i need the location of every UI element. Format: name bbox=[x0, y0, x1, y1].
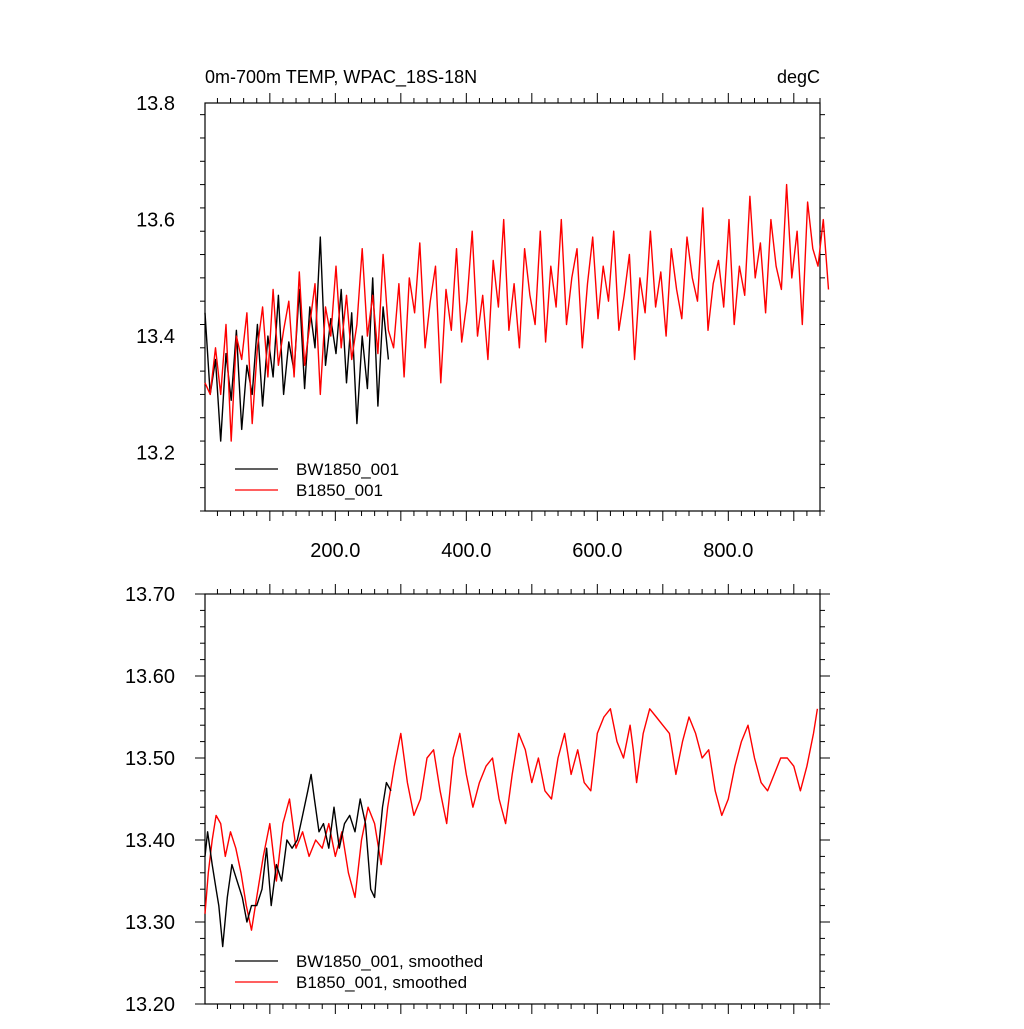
top-plot-frame bbox=[204, 102, 821, 512]
bottom-y-tick-label: 13.20 bbox=[125, 994, 175, 1016]
top-x-tick-label: 800.0 bbox=[703, 540, 753, 562]
bottom-y-tick-label: 13.70 bbox=[125, 584, 175, 606]
legend-label-b1850-smoothed: B1850_001, smoothed bbox=[296, 973, 467, 992]
top-y-tick-label: 13.2 bbox=[136, 443, 175, 465]
bottom-plot-frame bbox=[204, 593, 821, 1005]
bottom-legend: BW1850_001, smoothed B1850_001, smoothed bbox=[235, 952, 483, 992]
bottom-series-b1850 bbox=[204, 708, 819, 931]
bottom-y-tick-label: 13.40 bbox=[125, 830, 175, 852]
top-panel: 0m-700m TEMP, WPAC_18S-18N degC 200.0 400… bbox=[136, 67, 830, 562]
top-chart-title: 0m-700m TEMP, WPAC_18S-18N bbox=[205, 67, 477, 88]
top-legend: BW1850_001 B1850_001 bbox=[235, 460, 399, 500]
top-x-tick-label: 600.0 bbox=[572, 540, 622, 562]
top-y-tick-label: 13.4 bbox=[136, 326, 175, 348]
top-ticks bbox=[200, 93, 825, 521]
top-y-tick-label: 13.6 bbox=[136, 210, 175, 232]
legend-label-bw1850-smoothed: BW1850_001, smoothed bbox=[296, 952, 483, 971]
top-chart-units: degC bbox=[777, 67, 820, 87]
top-series-b1850 bbox=[204, 183, 830, 442]
top-y-tick-labels: 13.2 13.4 13.6 13.8 bbox=[136, 93, 175, 465]
bottom-y-tick-labels: 13.20 13.30 13.40 13.50 13.60 13.70 bbox=[125, 584, 175, 1016]
top-series-lines bbox=[204, 183, 830, 442]
bottom-ticks bbox=[195, 584, 830, 1014]
top-x-tick-labels: 200.0 400.0 600.0 800.0 bbox=[310, 540, 753, 562]
top-x-tick-label: 400.0 bbox=[441, 540, 491, 562]
bottom-y-tick-label: 13.60 bbox=[125, 666, 175, 688]
legend-label-bw1850: BW1850_001 bbox=[296, 460, 399, 479]
top-y-tick-label: 13.8 bbox=[136, 93, 175, 115]
bottom-panel: 13.20 13.30 13.40 13.50 13.60 13.70 BW1850_00… bbox=[125, 584, 830, 1016]
bottom-y-tick-label: 13.30 bbox=[125, 912, 175, 934]
top-x-tick-label: 200.0 bbox=[310, 540, 360, 562]
bottom-y-tick-label: 13.50 bbox=[125, 748, 175, 770]
legend-label-b1850: B1850_001 bbox=[296, 481, 383, 500]
bottom-series-lines bbox=[204, 708, 819, 948]
bottom-series-bw1850 bbox=[204, 773, 392, 948]
